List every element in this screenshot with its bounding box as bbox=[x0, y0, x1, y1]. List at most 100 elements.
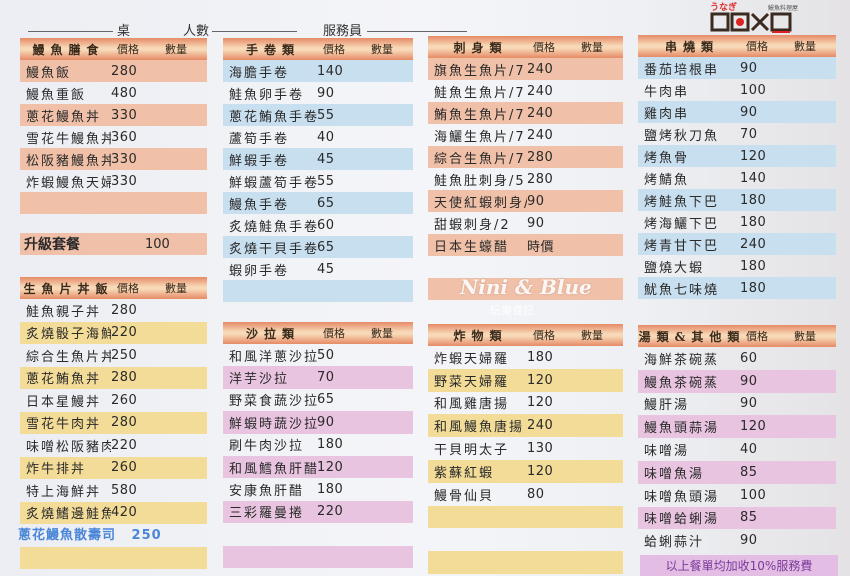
item-price: 330 bbox=[111, 173, 138, 189]
table-label: 桌 bbox=[117, 24, 131, 39]
item-name: 綜合生魚片/7 bbox=[434, 151, 526, 167]
item-price: 280 bbox=[111, 63, 138, 79]
menu-item: 鮮蝦蘆筍手卷 55 bbox=[223, 170, 413, 192]
section-header: 串燒類 價格 數量 bbox=[638, 35, 836, 57]
menu-item: 旗魚生魚片/7 240 bbox=[428, 58, 623, 80]
menu-item bbox=[223, 545, 413, 568]
item-price: 180 bbox=[740, 214, 767, 230]
item-name: 鮪魚生魚片/7 bbox=[434, 107, 526, 123]
item-name: 特上海鮮丼 bbox=[26, 484, 102, 500]
item-price: 70 bbox=[740, 126, 758, 142]
item-name: 鮭魚親子丼 bbox=[26, 304, 102, 320]
item-name: 味噌湯 bbox=[644, 444, 690, 460]
item-name: 烤魚骨 bbox=[644, 150, 690, 166]
item-name: 和風鱈魚肝醋 bbox=[229, 461, 317, 477]
item-name: 紫蘇紅蝦 bbox=[434, 465, 495, 481]
promo-price: 250 bbox=[131, 528, 162, 543]
item-name: 海鮮茶碗蒸 bbox=[644, 352, 720, 368]
item-name: 洋芋沙拉 bbox=[229, 372, 290, 388]
menu-item bbox=[20, 192, 207, 214]
item-price: 240 bbox=[527, 83, 554, 99]
menu-item: 鰻魚手卷 65 bbox=[223, 192, 413, 214]
menu-item bbox=[428, 528, 623, 551]
item-price: 360 bbox=[111, 129, 138, 145]
section-header: 鰻魚膳食 價格 數量 bbox=[20, 38, 207, 60]
item-price: 90 bbox=[740, 104, 758, 120]
item-name: 鮭魚卵手卷 bbox=[229, 87, 305, 103]
item-price: 90 bbox=[740, 60, 758, 76]
item-name: 雞肉串 bbox=[644, 106, 690, 122]
menu-item: 炸蝦天婦羅 180 bbox=[428, 346, 623, 369]
section-header: 刺身類 價格 數量 bbox=[428, 36, 623, 58]
menu-item: 鰻魚飯 280 bbox=[20, 60, 207, 82]
menu-section: 湯類&其他類 價格 數量 海鮮茶碗蒸 60 鰻魚茶碗蒸 90 鰻肝湯 90 鰻魚頭蒜湯 120 味噌湯… bbox=[638, 325, 836, 552]
menu-item: 番茄培根串 90 bbox=[638, 57, 836, 79]
item-name: 炙燒鰭邊鮭魚丼 bbox=[26, 507, 111, 523]
menu-item: 日本生蠔醋 時價 bbox=[428, 234, 623, 256]
menu-item: 蘆筍手卷 40 bbox=[223, 126, 413, 148]
menu-item: 鮪魚生魚片/7 240 bbox=[428, 102, 623, 124]
menu-item: 味噌魚湯 85 bbox=[638, 460, 836, 484]
price-header: 價格 bbox=[533, 41, 555, 54]
menu-item: 和風洋蔥沙拉 50 bbox=[223, 344, 413, 366]
menu-item: 鰻魚茶碗蒸 90 bbox=[638, 369, 836, 393]
menu-item: 蔥花鰻魚丼 330 bbox=[20, 104, 207, 126]
item-name: 和風鰻魚唐揚 bbox=[434, 420, 525, 436]
item-price: 120 bbox=[317, 459, 344, 475]
upgrade-set: 升級套餐 100 bbox=[20, 233, 207, 255]
menu-item: 三彩羅曼捲 220 bbox=[223, 500, 413, 524]
item-name: 蛤蜊蒜汁 bbox=[644, 535, 705, 551]
item-name: 蔥花鰻魚丼 bbox=[26, 109, 102, 125]
menu-item: 海鱺生魚片/7 240 bbox=[428, 124, 623, 146]
item-name: 炸牛排丼 bbox=[26, 462, 87, 478]
section-header: 沙拉類 價格 數量 bbox=[223, 322, 413, 344]
item-price: 420 bbox=[111, 505, 138, 521]
item-name: 鰻骨仙貝 bbox=[434, 488, 495, 504]
item-name: 野菜天婦羅 bbox=[434, 374, 510, 390]
item-price: 180 bbox=[740, 258, 767, 274]
watermark-brand: Nini & Blue bbox=[460, 275, 592, 299]
menu-item: 鹽烤秋刀魚 70 bbox=[638, 123, 836, 145]
item-price: 45 bbox=[317, 151, 335, 167]
menu-item: 鹽燒大蝦 180 bbox=[638, 255, 836, 277]
item-name: 三彩羅曼捲 bbox=[229, 506, 305, 522]
item-name: 蘆筍手卷 bbox=[229, 131, 290, 147]
menu-item: 鰻魚重飯 480 bbox=[20, 82, 207, 104]
item-name: 海膽手卷 bbox=[229, 65, 290, 81]
svg-text:鰻魚料理屋: 鰻魚料理屋 bbox=[768, 4, 798, 12]
section-title: 湯類&其他類 bbox=[638, 329, 746, 344]
menu-item bbox=[428, 278, 623, 300]
item-price: 180 bbox=[527, 349, 554, 365]
upgrade-label: 升級套餐 bbox=[24, 237, 80, 253]
menu-item: 特上海鮮丼 580 bbox=[20, 479, 207, 502]
item-price: 90 bbox=[527, 193, 545, 209]
server-label: 服務員 bbox=[323, 24, 363, 39]
item-name: 鹽烤秋刀魚 bbox=[644, 128, 720, 144]
item-price: 90 bbox=[317, 414, 335, 430]
price-header: 價格 bbox=[323, 327, 345, 340]
item-price: 85 bbox=[740, 510, 758, 526]
section-header: 湯類&其他類 價格 數量 bbox=[638, 325, 836, 347]
item-name: 甜蝦刺身/2 bbox=[434, 217, 511, 233]
section-title: 鰻魚膳食 bbox=[32, 42, 105, 57]
item-name: 安康魚肝醋 bbox=[229, 484, 305, 500]
menu-item: 味噌蛤蜊湯 85 bbox=[638, 506, 836, 530]
item-name: 味噌魚湯 bbox=[644, 466, 705, 482]
item-name: 干貝明太子 bbox=[434, 443, 510, 459]
menu-item: 鮮蝦時蔬沙拉 90 bbox=[223, 411, 413, 434]
item-name: 蔥花鮪魚丼 bbox=[26, 372, 102, 388]
item-name: 天使紅蝦刺身/2 bbox=[434, 195, 527, 211]
qty-header: 數量 bbox=[794, 40, 816, 53]
item-price: 280 bbox=[111, 415, 138, 431]
service-charge-notice: 以上餐單均加收10%服務費 bbox=[640, 555, 838, 576]
table-line bbox=[28, 31, 113, 32]
menu-item: 綜合生魚片丼 250 bbox=[20, 344, 207, 367]
item-price: 260 bbox=[111, 460, 138, 476]
item-price: 時價 bbox=[527, 239, 555, 255]
item-name: 鹽燒大蝦 bbox=[644, 260, 705, 276]
item-price: 65 bbox=[317, 239, 335, 255]
upgrade-price: 100 bbox=[145, 236, 170, 252]
item-price: 100 bbox=[740, 487, 767, 503]
menu-item bbox=[223, 280, 413, 302]
item-price: 60 bbox=[740, 350, 758, 366]
